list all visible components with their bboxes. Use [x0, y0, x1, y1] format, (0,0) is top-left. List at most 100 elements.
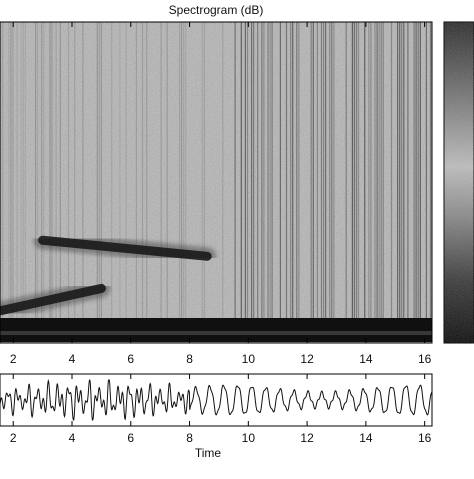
spectrogram-ridge: [0, 283, 106, 316]
spectrogram-stripe: [20, 22, 22, 318]
spectrogram-stripe: [253, 22, 255, 318]
spectrogram-stripe: [251, 22, 253, 318]
spectrogram-stripe: [285, 22, 288, 318]
x-tick-label: 4: [69, 431, 76, 445]
spectrogram-stripe: [59, 22, 61, 318]
spectrogram-stripe: [269, 22, 271, 318]
x-tick-label: 12: [300, 352, 314, 366]
spectrogram-stripe: [222, 22, 224, 318]
spectrogram-stripe: [37, 22, 39, 318]
spectrogram-stripe: [203, 22, 205, 318]
spectrogram-frame: [0, 21, 433, 344]
low-frequency-band: [0, 318, 432, 342]
spectrogram-stripe: [403, 22, 405, 318]
spectrogram-stripe: [263, 22, 265, 318]
spectrogram-stripe: [240, 22, 242, 318]
spectrogram-stripe: [16, 22, 18, 318]
spectrogram-stripe: [370, 22, 372, 318]
spectrogram-stripe: [425, 22, 427, 318]
spectrogram-stripe: [35, 22, 37, 318]
spectrogram-stripe: [55, 22, 57, 318]
spectrogram-stripe: [271, 22, 273, 318]
spectrogram-stripe: [146, 22, 148, 318]
spectrogram-stripe: [96, 22, 98, 318]
spectrogram-stripe: [413, 22, 415, 318]
x-tick-label: 6: [127, 352, 134, 366]
spectrogram-stripe: [368, 22, 370, 318]
spectrogram-stripe: [353, 22, 355, 318]
spectrogram-stripe: [41, 22, 43, 318]
spectrogram-stripe: [261, 22, 263, 318]
spectrogram-stripe: [166, 22, 168, 318]
spectrogram-stripe: [244, 22, 246, 318]
spectrogram-stripe: [2, 22, 4, 318]
spectrogram-stripe: [357, 22, 360, 318]
spectrogram-stripe: [345, 22, 347, 318]
spectrogram-stripe: [290, 22, 292, 318]
spectrogram-stripe: [8, 22, 10, 318]
spectrogram-stripe: [183, 22, 185, 318]
spectrogram-panel: [0, 22, 432, 343]
x-tick-label: 2: [10, 431, 17, 445]
spectrogram-stripe: [234, 22, 236, 318]
spectrogram-stripe: [415, 22, 417, 318]
spectrogram-stripe: [185, 22, 187, 318]
spectrogram-stripe: [419, 22, 421, 318]
spectrogram-stripe: [74, 22, 76, 318]
spectrogram-stripe: [98, 22, 100, 318]
spectrogram-stripe: [119, 22, 121, 318]
spectrogram-stripe: [125, 22, 127, 318]
spectrogram-stripe: [257, 22, 259, 318]
spectrogram-ridges: [0, 231, 217, 320]
spectrogram-stripe: [298, 22, 300, 318]
spectrogram-stripe: [380, 22, 382, 318]
spectrogram-title: Spectrogram (dB): [169, 3, 264, 17]
spectrogram-stripe: [331, 22, 333, 318]
spectrogram-stripe: [351, 22, 353, 318]
waveform-x-axis-label: Time: [195, 446, 222, 460]
x-tick-label: 10: [242, 352, 256, 366]
spectrogram-stripe: [310, 22, 312, 318]
colorbar-texture: [444, 22, 474, 343]
spectrogram-stripe: [323, 22, 325, 318]
spectrogram-stripe: [374, 22, 376, 318]
low-frequency-band-edge: [0, 331, 432, 335]
waveform-frame: [0, 373, 433, 427]
spectrogram-stripe: [364, 22, 366, 318]
spectrogram-stripe: [82, 22, 84, 318]
spectrogram-ridge: [38, 235, 212, 261]
x-tick-label: 6: [127, 431, 134, 445]
spectrogram-stripe: [267, 22, 269, 318]
spectrogram-stripe: [312, 22, 314, 318]
spectrogram-stripe: [316, 22, 318, 318]
spectrogram-stripe: [141, 22, 144, 318]
spectrogram-stripe: [378, 22, 380, 318]
spectrogram-stripe: [296, 22, 298, 318]
spectrogram-stripe: [320, 22, 323, 318]
x-tick-label: 4: [69, 352, 76, 366]
spectrogram-stripe: [181, 22, 183, 318]
spectrogram-stripe: [376, 22, 378, 318]
spectrogram-stripe: [12, 22, 14, 318]
spectrogram-stripe: [10, 22, 12, 318]
x-tick-label: 8: [186, 352, 193, 366]
spectrogram-stripe: [43, 22, 45, 318]
spectrogram-stripe: [325, 22, 327, 318]
x-tick-label: 16: [418, 431, 432, 445]
spectrogram-stripe: [179, 22, 181, 318]
spectrogram-stripe: [397, 22, 399, 318]
x-tick-label: 12: [300, 431, 314, 445]
spectrogram-stripe: [135, 22, 137, 318]
waveform-x-ticks: 2 4 6 8 10 12 14 16: [10, 374, 432, 445]
spectrogram-stripe: [22, 22, 24, 318]
x-tick-label: 16: [418, 352, 432, 366]
spectrogram-stripe: [111, 22, 113, 318]
spectrogram-stripe: [246, 22, 249, 318]
waveform-panel: [0, 379, 432, 421]
spectrogram-stripe: [279, 22, 281, 318]
spectrogram-stripe: [333, 22, 335, 318]
spectrogram-stripe: [100, 22, 102, 318]
spectrogram-stripe: [429, 22, 432, 318]
